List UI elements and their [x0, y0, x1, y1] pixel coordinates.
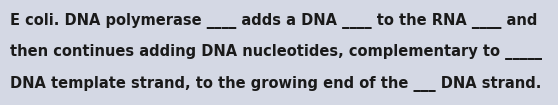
- Text: E coli. DNA polymerase ____ adds a DNA ____ to the RNA ____ and: E coli. DNA polymerase ____ adds a DNA _…: [10, 13, 537, 29]
- Text: then continues adding DNA nucleotides, complementary to _____: then continues adding DNA nucleotides, c…: [10, 44, 542, 60]
- Text: DNA template strand, to the growing end of the ___ DNA strand.: DNA template strand, to the growing end …: [10, 76, 541, 92]
